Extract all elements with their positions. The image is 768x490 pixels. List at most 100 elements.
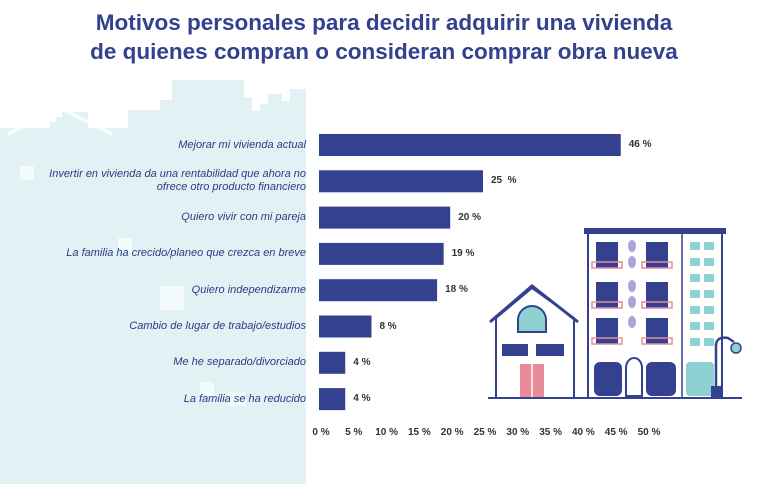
category-label: La familia ha crecido/planeo que crezca …	[6, 247, 306, 260]
balcony-rail	[641, 261, 673, 269]
teal-tile	[690, 258, 700, 266]
city-silhouette-shape	[0, 80, 306, 484]
value-label: 4 %	[353, 356, 371, 368]
x-tick-label: 25 %	[473, 427, 497, 438]
teal-tile	[690, 242, 700, 250]
chart-title: Motivos personales para decidir adquirir…	[0, 8, 768, 66]
category-label-line: Quiero independizarme	[191, 283, 306, 296]
category-label-line: Invertir en vivienda da una rentabilidad…	[49, 168, 306, 181]
value-label: 19 %	[451, 247, 475, 259]
category-label-line: Quiero vivir con mi pareja	[181, 211, 306, 224]
roof-outline	[7, 106, 113, 136]
category-label-line: La familia ha crecido/planeo que crezca …	[66, 247, 306, 260]
oval-window	[628, 240, 636, 252]
teal-tile	[704, 322, 714, 330]
window-decoration	[118, 238, 132, 252]
window-decoration	[160, 286, 184, 310]
building-door	[625, 357, 643, 397]
building-window	[596, 242, 618, 268]
x-tick-label: 50 %	[637, 427, 661, 438]
lamp-post	[714, 336, 735, 398]
teal-tile	[690, 322, 700, 330]
teal-tile	[704, 306, 714, 314]
category-label: Quiero independizarme	[6, 284, 306, 297]
lamp-light	[730, 342, 742, 354]
ground-floor-shutter	[646, 362, 676, 396]
balcony-rail	[641, 301, 673, 309]
x-tick-label: 10 %	[375, 427, 398, 438]
oval-window	[628, 256, 636, 268]
x-tick-label: 30 %	[506, 427, 530, 438]
window-decoration	[20, 166, 34, 180]
window-decoration	[200, 382, 214, 396]
bar	[319, 206, 451, 229]
building-window	[646, 282, 668, 308]
teal-tile	[704, 274, 714, 282]
bar	[319, 242, 444, 265]
bar	[319, 351, 346, 374]
value-label: 8 %	[379, 320, 397, 332]
x-tick-label: 15 %	[407, 427, 431, 438]
x-tick-label: 40 %	[571, 427, 595, 438]
teal-tile	[704, 242, 714, 250]
bar	[319, 315, 372, 338]
value-label: 4 %	[353, 393, 371, 405]
x-tick-label: 20 %	[440, 427, 464, 438]
balcony-rail	[591, 337, 623, 345]
oval-window	[628, 316, 636, 328]
category-label: Invertir en vivienda da una rentabilidad…	[6, 168, 306, 194]
teal-tile	[690, 274, 700, 282]
category-label: Mejorar mi vivienda actual	[6, 139, 306, 152]
bar	[319, 279, 438, 302]
x-tick-label: 5 %	[345, 427, 363, 438]
chart-title-line-2: de quienes compran o consideran comprar …	[90, 39, 678, 64]
balcony-rail	[591, 261, 623, 269]
building-window	[646, 242, 668, 268]
category-label-line: Mejorar mi vivienda actual	[178, 138, 306, 151]
category-label-line: La familia se ha reducido	[183, 392, 306, 405]
teal-tile	[690, 290, 700, 298]
balcony-rail	[641, 337, 673, 345]
category-label-line: Cambio de lugar de trabajo/estudios	[129, 320, 306, 332]
bars-group	[319, 134, 621, 411]
ground-floor-shutter	[686, 362, 714, 396]
building-window	[646, 318, 668, 344]
category-label: Cambio de lugar de trabajo/estudios	[6, 320, 306, 333]
oval-window	[628, 280, 636, 292]
street-lamp-illustration	[711, 336, 742, 398]
house-roof	[489, 284, 579, 324]
building-window	[596, 318, 618, 344]
teal-tile	[704, 338, 714, 346]
bar	[319, 170, 483, 193]
building-window	[596, 282, 618, 308]
house-window	[502, 344, 528, 356]
category-label: Quiero vivir con mi pareja	[6, 211, 306, 224]
chart-title-line-1: Motivos personales para decidir adquirir…	[95, 10, 673, 35]
ground-floor-shutter	[594, 362, 622, 396]
small-house-illustration	[489, 284, 579, 399]
oval-window	[628, 296, 636, 308]
category-label: Me he separado/divorciado	[6, 356, 306, 369]
value-label: 20 %	[458, 211, 481, 223]
value-label: 25 %	[491, 175, 517, 187]
building-roof	[584, 228, 726, 234]
city-silhouette-illustration	[0, 80, 306, 484]
x-tick-label: 0 %	[312, 427, 330, 438]
bar	[319, 388, 346, 411]
category-label: La familia se ha reducido	[6, 393, 306, 406]
house-round-window	[517, 305, 547, 333]
teal-tile	[690, 306, 700, 314]
x-tick-label: 45 %	[604, 427, 628, 438]
lamp-base	[711, 386, 721, 398]
x-tick-label: 35 %	[539, 427, 562, 438]
category-label-line: ofrece otro producto financiero	[156, 181, 306, 194]
category-label-line: Me he separado/divorciado	[173, 356, 306, 369]
house-window	[536, 344, 564, 356]
bar	[319, 134, 621, 156]
balcony-rail	[591, 301, 623, 309]
teal-tile	[690, 338, 700, 346]
teal-tile	[704, 258, 714, 266]
teal-tile	[704, 290, 714, 298]
value-label: 18 %	[445, 284, 468, 296]
